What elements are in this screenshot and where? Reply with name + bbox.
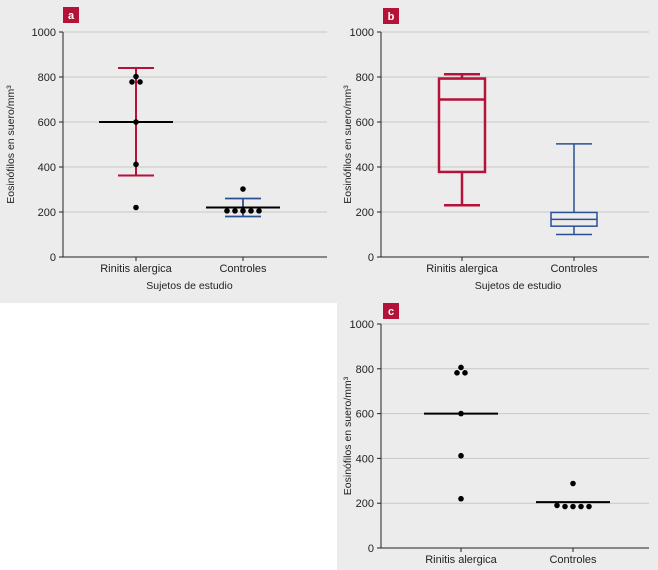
data-point xyxy=(133,204,139,211)
box-iqr xyxy=(437,77,487,174)
chart-panel-c: 0 200 400 600 800 1000 Rinitis alergica Control… xyxy=(337,303,658,570)
y-tick-label: 800 xyxy=(356,72,374,84)
y-tick-label: 400 xyxy=(356,453,374,465)
data-point xyxy=(570,480,576,487)
data-point xyxy=(224,208,230,214)
y-tick-label: 400 xyxy=(356,162,374,174)
data-point xyxy=(586,503,592,510)
data-point xyxy=(554,502,560,509)
data-point xyxy=(570,503,576,510)
y-tick-label: 0 xyxy=(50,252,56,264)
data-point xyxy=(458,452,464,459)
y-tick-label: 1000 xyxy=(32,27,56,39)
y-axis-label: Eosinófilos en suero/mm³ xyxy=(5,85,17,204)
y-tick-label: 600 xyxy=(356,409,374,421)
panel-badge-label: a xyxy=(68,10,75,22)
x-axis-label: Sujetos de estudio xyxy=(146,280,233,292)
y-tick-label: 400 xyxy=(38,162,56,174)
data-point xyxy=(458,495,464,502)
data-point xyxy=(578,503,584,510)
data-point xyxy=(458,410,464,417)
chart-c: 0 200 400 600 800 1000 Rinitis alergica Control… xyxy=(342,303,649,566)
data-point xyxy=(458,364,464,371)
y-axis-label: Eosinófilos en suero/mm³ xyxy=(342,85,354,204)
data-point xyxy=(256,208,262,214)
data-point xyxy=(462,370,468,376)
panel-badge-label: b xyxy=(388,11,395,23)
y-tick-label: 600 xyxy=(356,117,374,129)
x-tick-label: Controles xyxy=(219,263,267,275)
panel-badge xyxy=(63,7,79,23)
data-point xyxy=(248,208,254,214)
y-tick-label: 0 xyxy=(368,252,374,264)
y-tick-label: 200 xyxy=(356,498,374,510)
y-axis-label: Eosinófilos en suero/mm³ xyxy=(342,376,354,495)
data-point xyxy=(133,73,139,80)
y-tick-label: 0 xyxy=(368,543,374,555)
y-tick-label: 600 xyxy=(38,117,56,129)
y-tick-label: 1000 xyxy=(350,27,374,39)
panel-badge xyxy=(383,303,399,319)
data-point xyxy=(240,208,246,214)
data-point xyxy=(133,161,139,168)
x-tick-label: Rinitis alergica xyxy=(426,263,498,275)
chart-panel-a: 0 200 400 600 800 1000 Rinitis alergica Control… xyxy=(0,0,337,303)
data-point xyxy=(454,370,460,376)
y-tick-label: 800 xyxy=(356,364,374,376)
x-axis-label: Sujetos de estudio xyxy=(475,280,562,292)
chart-panel-b: 0 200 400 600 800 1000 Rinitis alergica Control… xyxy=(337,0,658,303)
data-point xyxy=(232,208,238,214)
y-tick-label: 800 xyxy=(38,72,56,84)
x-tick-label: Controles xyxy=(549,554,597,566)
x-tick-label: Controles xyxy=(550,263,598,275)
panel-badge-label: c xyxy=(388,306,394,318)
data-point xyxy=(129,79,135,85)
x-tick-label: Rinitis alergica xyxy=(100,263,172,275)
data-point xyxy=(562,503,568,510)
y-tick-label: 200 xyxy=(356,207,374,219)
x-tick-label: Rinitis alergica xyxy=(425,554,497,566)
y-tick-label: 200 xyxy=(38,207,56,219)
panel-badge xyxy=(383,8,399,24)
data-point xyxy=(240,186,246,192)
y-tick-label: 1000 xyxy=(350,319,374,331)
chart-b: 0 200 400 600 800 1000 Rinitis alergica Control… xyxy=(342,8,649,292)
data-point xyxy=(133,119,139,125)
chart-a: 0 200 400 600 800 1000 Rinitis alergica Control… xyxy=(5,7,327,292)
data-point xyxy=(137,79,143,85)
